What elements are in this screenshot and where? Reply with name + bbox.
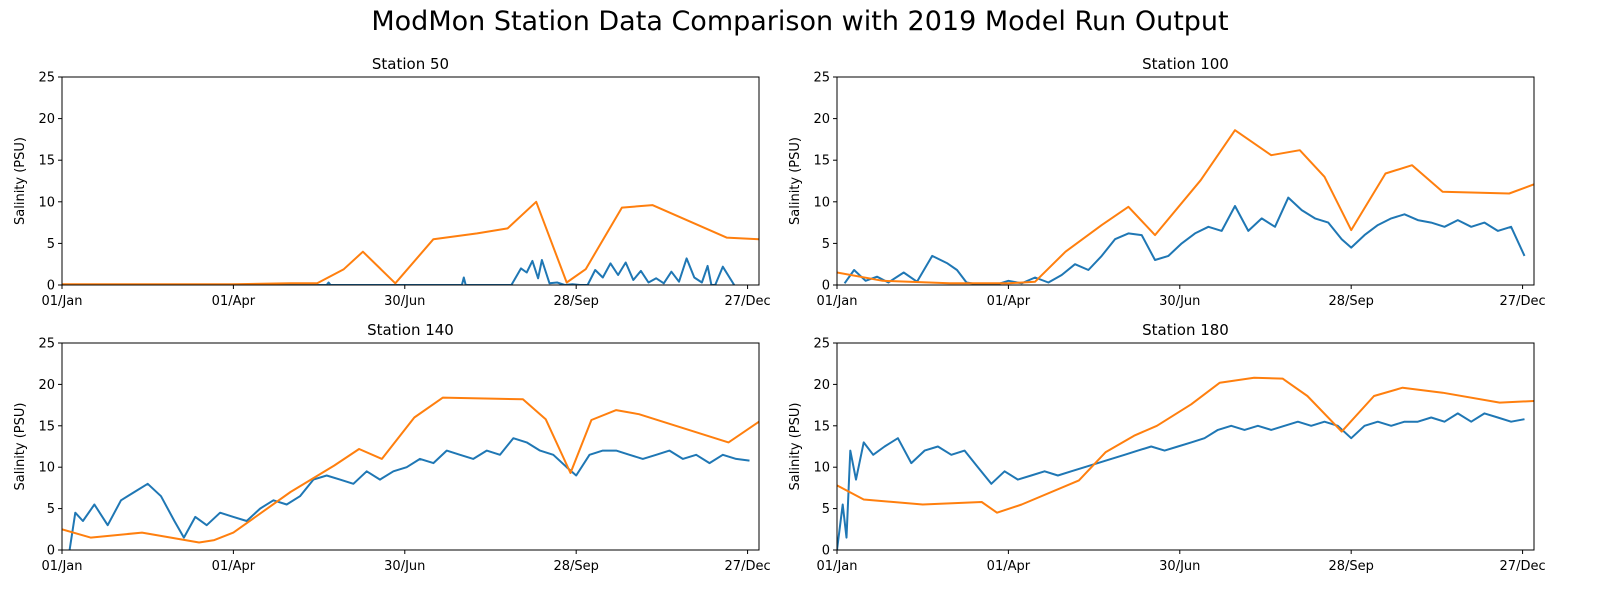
station-100-ytick-label: 10 <box>813 195 830 210</box>
station-100-panel: Station 100 Salinity (PSU) 0 5 10 15 20 25 01/Ja… <box>788 55 1546 309</box>
station-100-ytick-label: 5 <box>822 237 830 252</box>
station-50-ylabel: Salinity (PSU) <box>13 137 28 225</box>
station-100-ytick-label: 15 <box>813 154 830 169</box>
station-180-ytick-label: 0 <box>822 544 830 559</box>
station-50-ytick-label: 15 <box>38 154 55 169</box>
station-180-title: Station 180 <box>1142 321 1229 339</box>
station-180-xtick-label: 01/Jan <box>817 559 858 574</box>
station-50-xtick-label: 01/Apr <box>212 294 256 309</box>
station-180-xtick-label: 01/Apr <box>987 559 1031 574</box>
station-180-series-model-line <box>837 376 1534 514</box>
station-100-ytick-label: 25 <box>813 71 830 86</box>
station-140-ytick-label: 20 <box>38 378 55 393</box>
station-100-series-observed-line <box>843 196 1526 285</box>
station-100-xtick-label: 27/Dec <box>1500 294 1546 309</box>
station-100-axes-frame <box>836 76 1535 286</box>
station-50-xtick-label: 01/Jan <box>42 294 83 309</box>
station-140-series-observed-line <box>68 437 750 550</box>
station-140-series-model-line <box>62 396 759 544</box>
station-50-ytick-label: 25 <box>38 71 55 86</box>
station-180-ytick-label: 25 <box>813 337 830 352</box>
station-100-title: Station 100 <box>1142 55 1229 73</box>
station-140-axes-frame <box>61 342 760 551</box>
station-100-ylabel: Salinity (PSU) <box>788 137 803 225</box>
station-100-xtick-label: 30/Jun <box>1159 294 1200 309</box>
station-100-xtick-label: 28/Sep <box>1328 294 1373 309</box>
station-140-ylabel: Salinity (PSU) <box>13 403 28 491</box>
station-50-ytick-label: 20 <box>38 112 55 127</box>
station-50-axes-frame <box>61 76 760 286</box>
station-140-ytick-label: 25 <box>38 337 55 352</box>
station-50-xtick-label: 28/Sep <box>553 294 598 309</box>
station-140-xtick-label: 01/Apr <box>212 559 256 574</box>
station-180-xtick-label: 28/Sep <box>1328 559 1373 574</box>
station-50-panel: Station 50 Salinity (PSU) 0 5 10 15 20 25 01/Jan… <box>13 55 771 309</box>
station-100-xtick-label: 01/Apr <box>987 294 1031 309</box>
station-180-ylabel: Salinity (PSU) <box>788 403 803 491</box>
station-50-xtick-label: 27/Dec <box>725 294 771 309</box>
station-50-title: Station 50 <box>372 55 449 73</box>
station-140-xtick-label: 28/Sep <box>553 559 598 574</box>
station-100-ytick-label: 0 <box>822 279 830 294</box>
station-140-ytick-label: 0 <box>47 544 55 559</box>
station-50-ytick-label: 5 <box>47 237 55 252</box>
figure-title: ModMon Station Data Comparison with 2019… <box>371 6 1229 37</box>
station-140-ytick-label: 5 <box>47 502 55 517</box>
station-180-ytick-label: 5 <box>822 502 830 517</box>
station-50-xtick-label: 30/Jun <box>384 294 425 309</box>
station-50-series-model-line <box>62 200 759 285</box>
station-140-xtick-label: 27/Dec <box>725 559 771 574</box>
station-50-ytick-label: 0 <box>47 279 55 294</box>
station-180-xtick-label: 30/Jun <box>1159 559 1200 574</box>
station-140-panel: Station 140 Salinity (PSU) 0 5 10 15 20 25 01/Ja… <box>13 321 771 574</box>
station-180-ytick-label: 20 <box>813 378 830 393</box>
station-180-ytick-label: 15 <box>813 419 830 434</box>
station-180-ytick-label: 10 <box>813 461 830 476</box>
station-140-xtick-label: 01/Jan <box>42 559 83 574</box>
station-180-xtick-label: 27/Dec <box>1500 559 1546 574</box>
station-140-ytick-label: 10 <box>38 461 55 476</box>
station-180-axes-frame <box>836 342 1535 551</box>
station-180-series-observed-line <box>837 412 1525 550</box>
station-100-series-model-line <box>837 129 1534 285</box>
station-140-ytick-label: 15 <box>38 419 55 434</box>
station-50-ytick-label: 10 <box>38 195 55 210</box>
station-180-panel: Station 180 Salinity (PSU) 0 5 10 15 20 25 01/Ja… <box>788 321 1546 574</box>
station-100-ytick-label: 20 <box>813 112 830 127</box>
station-140-title: Station 140 <box>367 321 454 339</box>
station-140-xtick-label: 30/Jun <box>384 559 425 574</box>
station-100-xtick-label: 01/Jan <box>817 294 858 309</box>
